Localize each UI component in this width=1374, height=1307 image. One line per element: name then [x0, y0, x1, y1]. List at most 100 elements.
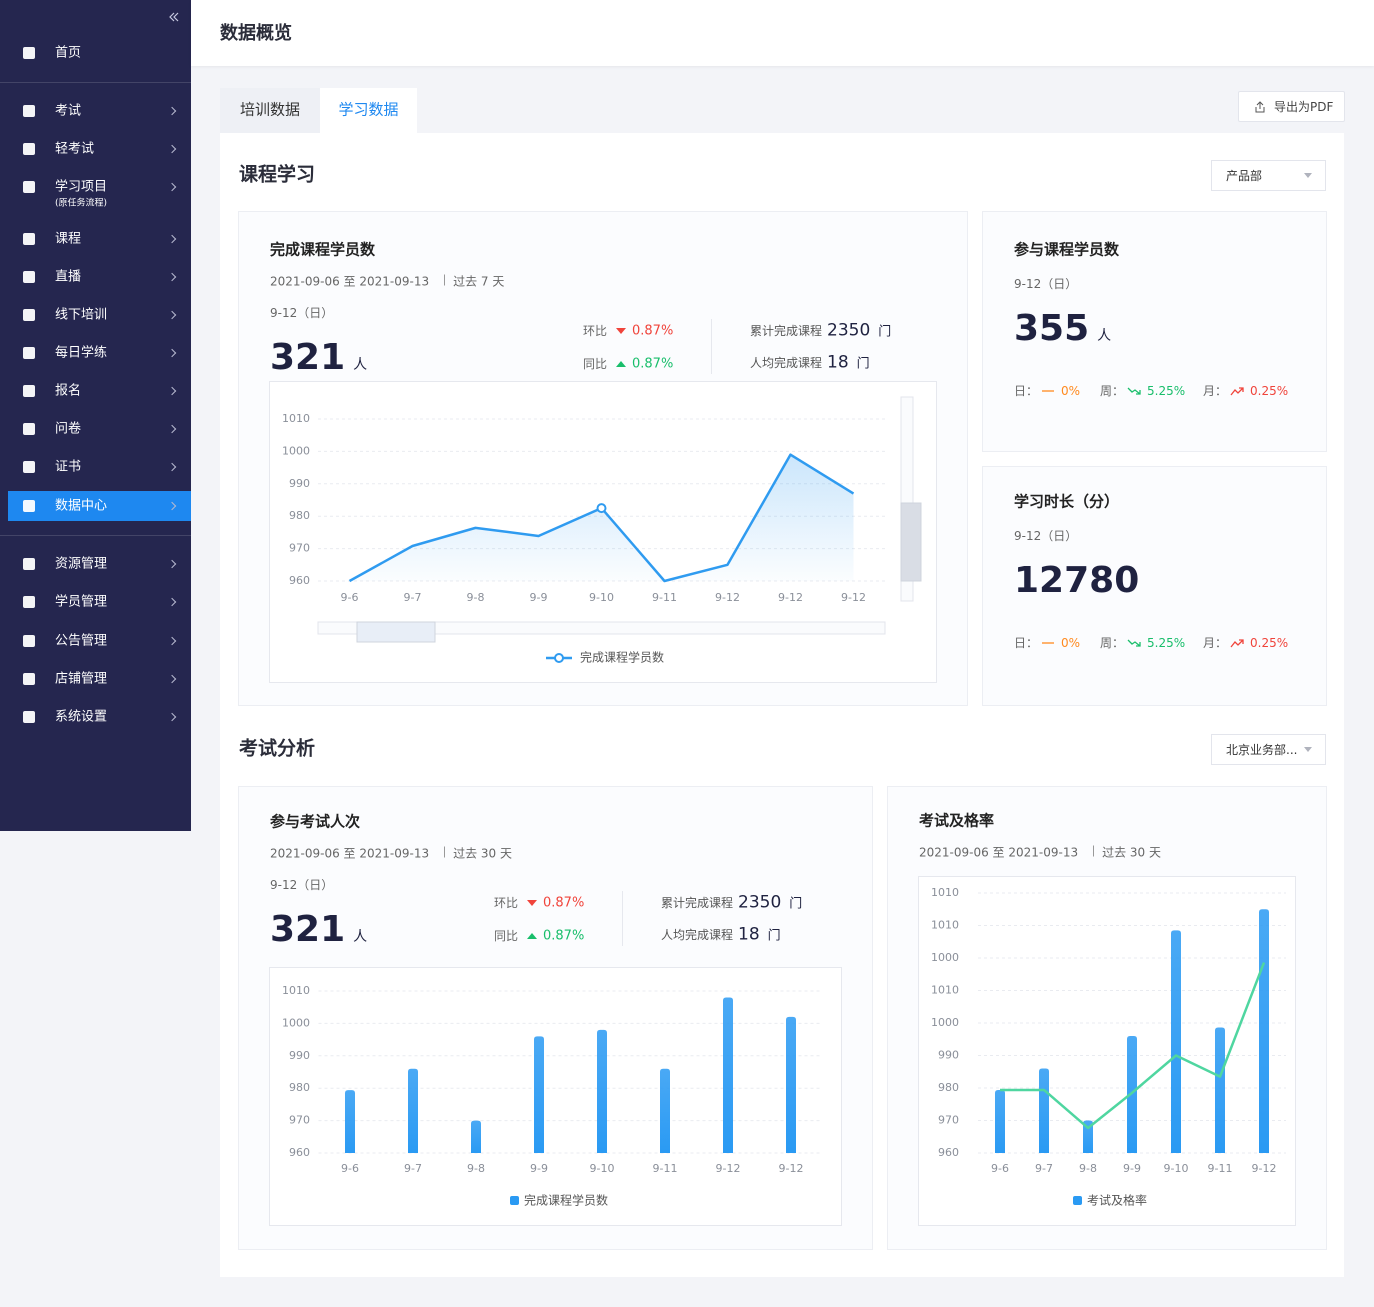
menu-item[interactable]: 直播 — [8, 262, 191, 292]
x-tick-label: 9-11 — [652, 591, 677, 604]
change-value: 0.25% — [1250, 636, 1289, 650]
menu-item[interactable]: 证书 — [8, 452, 191, 482]
menu-icon — [23, 47, 35, 59]
card-title: 完成课程学员数 — [270, 240, 376, 259]
menu-item[interactable]: 首页 — [8, 38, 191, 68]
trend-icon — [616, 328, 626, 334]
bar — [471, 1120, 481, 1153]
line — [1000, 962, 1266, 1130]
trend-icon — [1042, 390, 1054, 392]
total-value: 18 门 — [827, 354, 870, 372]
compare-label: 环比 — [583, 324, 608, 338]
y-tick-label: 960 — [289, 574, 310, 587]
date-line: 2021-09-06 至 2021-09-13 过去 30 天 — [919, 845, 1162, 860]
trend-icon — [1127, 387, 1141, 395]
y-tick-label: 990 — [289, 477, 310, 490]
menu-label: 考试 — [55, 103, 82, 119]
kpi-value: 321 人 — [270, 340, 367, 376]
y-tick-label: 1010 — [931, 984, 959, 997]
trend-icon — [527, 933, 537, 939]
menu-item[interactable]: 报名 — [8, 376, 191, 406]
trend-glyph — [616, 328, 626, 334]
menu-icon — [23, 423, 35, 435]
y-tick-label: 960 — [938, 1146, 959, 1159]
menu-item[interactable]: 线下培训 — [8, 300, 191, 330]
menu-label: 首页 — [55, 45, 82, 61]
menu-arrow — [167, 559, 177, 569]
filter-dropdown[interactable]: 北京业务部... — [1211, 734, 1326, 765]
x-tick-label: 9-6 — [341, 1162, 359, 1175]
x-tick-label: 9-12 — [715, 591, 740, 604]
kpi-number: 355 — [1014, 308, 1090, 349]
menu-arrow — [167, 712, 177, 722]
date-line: 2021-09-06 至 2021-09-13 过去 7 天 — [270, 274, 504, 288]
menu-item[interactable]: 公告管理 — [8, 626, 191, 656]
legend-swatch — [510, 1196, 519, 1205]
trend-icon — [616, 361, 626, 367]
total-value: 2350 门 — [827, 322, 892, 340]
period: 过去 30 天 — [1102, 845, 1162, 860]
change-value: 0.25% — [1250, 384, 1289, 398]
menu-label: 每日学练 — [55, 345, 108, 361]
menu-icon — [23, 181, 35, 193]
tab[interactable]: 学习数据 — [320, 88, 417, 133]
legend-label: 完成课程学员数 — [580, 650, 664, 665]
menu-item[interactable]: 学习项目 (原任务流程) — [8, 172, 191, 208]
menu-item[interactable]: 系统设置 — [8, 702, 191, 732]
zoom-window-x — [356, 621, 436, 643]
export-button[interactable]: 导出为PDF — [1238, 91, 1345, 122]
x-tick-label: 9-11 — [653, 1162, 678, 1175]
export-glyph — [1255, 101, 1265, 113]
export-label: 导出为PDF — [1274, 100, 1334, 114]
menu-arrow — [167, 272, 177, 282]
kpi-number: 12780 — [1014, 560, 1140, 601]
dropdown-caret — [1304, 747, 1312, 752]
zoom-track-x — [317, 621, 886, 635]
card-title: 参与课程学员数 — [1014, 240, 1120, 259]
menu-icon — [23, 309, 35, 321]
y-tick-label: 1000 — [931, 1016, 959, 1029]
menu-item[interactable]: 考试 — [8, 96, 191, 126]
period: 过去 30 天 — [453, 846, 513, 861]
filter-dropdown[interactable]: 产品部 — [1211, 160, 1326, 191]
menu-arrow — [167, 501, 177, 511]
chart: 960 970 980 990 1000 1010 9-6 9-7 9-8 9-9 9-10 9-11… — [269, 967, 842, 1226]
day-label: 9-12（日） — [1014, 277, 1078, 291]
bar — [786, 1016, 796, 1153]
menu-item[interactable]: 问卷 — [8, 414, 191, 444]
bar — [534, 1036, 544, 1153]
menu-item[interactable]: 资源管理 — [8, 549, 191, 579]
compare-label: 同比 — [494, 929, 519, 943]
tab[interactable]: 培训数据 — [220, 88, 320, 133]
trend-glyph — [1127, 387, 1141, 395]
chart-frame — [918, 876, 1296, 1226]
menu-label: 证书 — [55, 459, 82, 475]
menu-item[interactable]: 学员管理 — [8, 587, 191, 617]
x-tick-label: 9-7 — [1035, 1162, 1053, 1175]
menu-icon — [23, 673, 35, 685]
menu-arrow — [167, 234, 177, 244]
collapse-icon — [169, 12, 179, 22]
menu-label: 学员管理 — [55, 594, 108, 610]
menu-item[interactable]: 店铺管理 — [8, 664, 191, 694]
menu-item[interactable]: 数据中心 — [8, 491, 191, 521]
menu-item[interactable]: 每日学练 — [8, 338, 191, 368]
date-range: 2021-09-06 至 2021-09-13 — [270, 846, 430, 861]
x-tick-label: 9-8 — [467, 1162, 485, 1175]
menu-item[interactable]: 轻考试 — [8, 134, 191, 164]
menu-icon — [23, 558, 35, 570]
y-tick-label: 960 — [289, 1146, 310, 1159]
change-value: 5.25% — [1147, 384, 1186, 398]
menu-separator — [0, 82, 191, 83]
y-tick-label: 1010 — [282, 984, 310, 997]
x-tick-label: 9-9 — [530, 1162, 548, 1175]
x-tick-label: 9-6 — [341, 591, 359, 604]
total-value: 18 门 — [738, 926, 781, 944]
total-unit: 门 — [856, 356, 870, 372]
total-unit: 门 — [789, 896, 803, 912]
menu-item[interactable]: 课程 — [8, 224, 191, 254]
y-tick-label: 1000 — [282, 444, 310, 457]
compare-value: 0.87% — [543, 895, 585, 911]
total-unit: 门 — [878, 324, 892, 340]
x-tick-label: 9-12 — [841, 591, 866, 604]
